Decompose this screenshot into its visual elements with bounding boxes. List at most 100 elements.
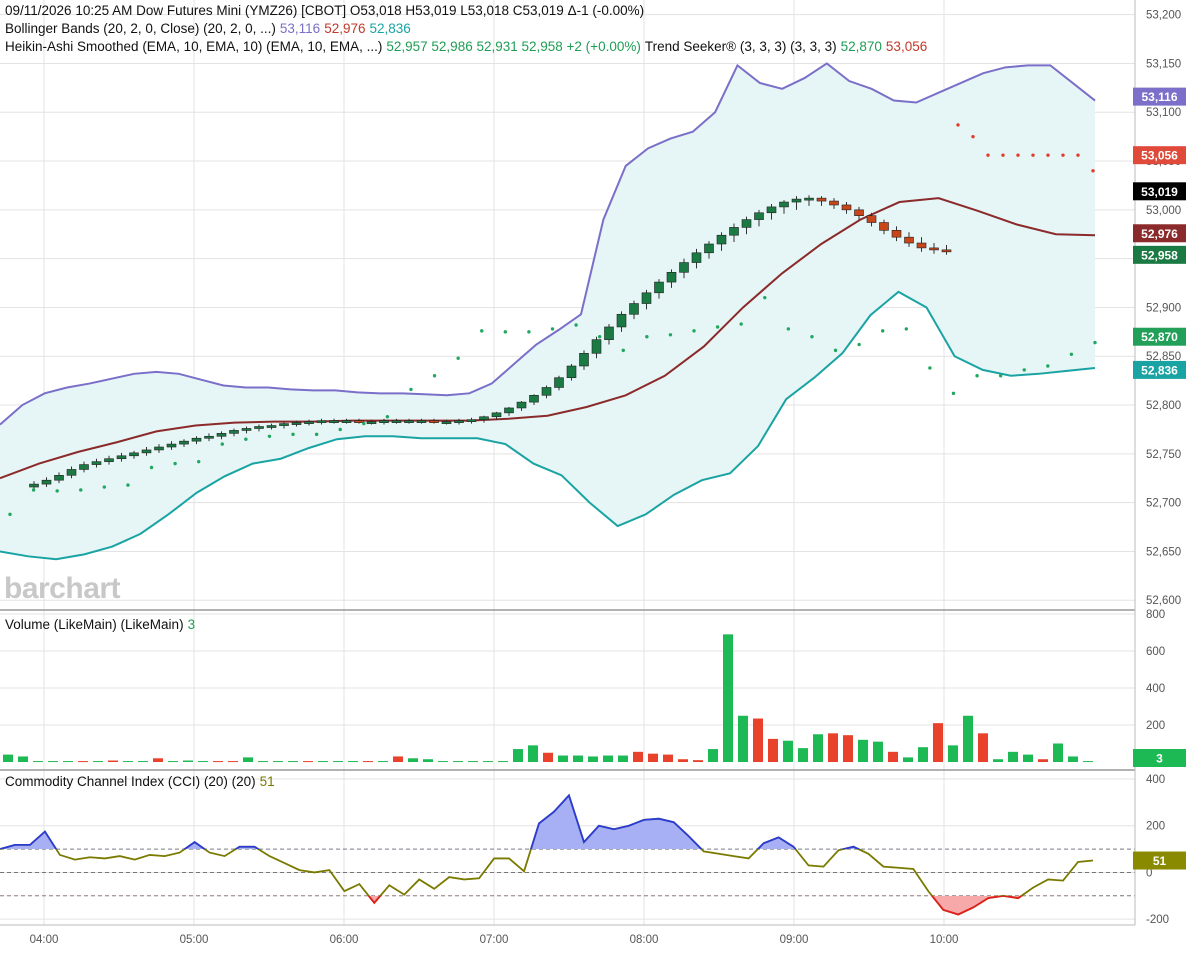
candle-body	[141, 449, 152, 454]
price-tick-label: 52,600	[1146, 595, 1181, 607]
trend-seeker-green-dot	[550, 327, 555, 331]
trend-seeker-green-dot	[409, 387, 413, 392]
candle-body	[354, 420, 364, 423]
trend-seeker-green-dot	[951, 391, 956, 396]
volume-bar	[198, 761, 208, 763]
volume-bar	[498, 761, 508, 763]
cci-tick-label: -200	[1146, 914, 1169, 926]
volume-bar	[618, 755, 628, 762]
ts-green-badge-text: 52,870	[1141, 330, 1178, 344]
trend-seeker-green-dot	[998, 374, 1003, 378]
volume-bar	[513, 749, 523, 762]
x-tick-label: 04:00	[30, 934, 59, 946]
bollinger-middle-line	[0, 197, 1096, 480]
volume-bar	[1023, 754, 1033, 762]
candle-body	[779, 201, 789, 208]
volume-bar	[963, 715, 973, 762]
trend-seeker-green-dot	[597, 335, 602, 339]
cci-oversold-fill	[0, 895, 1093, 915]
price-tick-label: 52,750	[1146, 449, 1181, 461]
x-tick-label: 10:00	[930, 934, 959, 946]
volume-bar	[18, 756, 28, 762]
volume-badge	[1133, 749, 1186, 767]
volume-bar	[273, 761, 283, 763]
volume-bar	[3, 754, 13, 762]
candle-body	[279, 423, 289, 426]
ts-green-value: 52,870	[840, 39, 882, 54]
candle-body	[466, 419, 477, 422]
candle-body	[429, 420, 439, 423]
volume-bar	[213, 761, 223, 763]
volume-bar	[333, 761, 343, 763]
cci-tick-label: 200	[1146, 821, 1165, 833]
trend-seeker-green-dot	[763, 295, 767, 300]
volume-bar	[648, 753, 658, 762]
bb-lower-value: 52,836	[369, 21, 411, 36]
trend-seeker-green-dot	[55, 489, 59, 493]
candle-body	[566, 365, 577, 379]
candle-body	[741, 219, 752, 228]
volume-bar	[303, 761, 313, 763]
candle-body	[441, 421, 452, 424]
candle-body	[291, 422, 302, 425]
volume-bar	[138, 761, 148, 763]
ts-red-badge	[1133, 146, 1186, 165]
volume-last-value: 3	[187, 617, 196, 632]
volume-bar	[603, 755, 613, 762]
ha-close-badge-text: 52,958	[1141, 248, 1178, 262]
volume-bar	[708, 749, 718, 762]
candle-body	[941, 249, 952, 253]
volume-bar	[858, 739, 868, 762]
cci-line-overbought	[0, 793, 861, 850]
trend-seeker-green-dot	[244, 437, 248, 441]
price-badges: 53,116 53,056 53,019 52,976 52,958 52,870 52,8…	[1133, 87, 1186, 870]
bb-mid-badge	[1133, 224, 1186, 243]
candle-body	[241, 428, 252, 431]
bollinger-lower-line	[0, 290, 1096, 561]
candle-body	[341, 420, 352, 423]
ha-close-badge	[1133, 245, 1186, 264]
trend-seeker-green-dot	[857, 342, 861, 347]
trend-seeker-red-dot	[971, 134, 975, 139]
x-tick-label: 09:00	[780, 934, 809, 946]
trend-seeker-green-dot	[220, 442, 224, 446]
candle-body	[879, 222, 889, 231]
cci-last-value: 51	[259, 774, 275, 789]
header-line-2: Bollinger Bands (20, 2, 0, Close) (20, 2…	[5, 20, 415, 38]
trend-seeker-green-dot	[291, 432, 295, 437]
volume-tick-label: 400	[1146, 683, 1165, 695]
trend-seeker-green-dot	[1093, 340, 1097, 345]
candle-body	[679, 262, 689, 273]
trend-seeker-green-dot	[1022, 368, 1026, 372]
cci-badge-text: 51	[1153, 854, 1167, 868]
trend-seeker-green-dot	[1046, 364, 1050, 368]
x-tick-label: 05:00	[180, 934, 209, 946]
bb-mid-value: 52,976	[324, 21, 366, 36]
cci-line-oversold	[367, 895, 1024, 916]
trend-seeker-red-dot	[1016, 153, 1020, 157]
volume-bar	[183, 760, 193, 762]
trend-seeker-green-dot	[126, 483, 130, 487]
bb-label: Bollinger Bands (20, 2, 0, Close) (20, 2…	[5, 21, 276, 36]
candle-body	[729, 227, 739, 236]
trend-seeker-green-dot	[362, 421, 366, 426]
bb-lower-badge-text: 52,836	[1141, 363, 1178, 377]
volume-bar	[168, 761, 178, 763]
price-tick-label: 53,200	[1146, 10, 1181, 22]
candle-body	[391, 420, 402, 423]
price-tick-label: 52,900	[1146, 302, 1181, 314]
candle-body	[454, 420, 464, 423]
trend-seeker-dots	[8, 123, 1097, 517]
volume-tick-label: 600	[1146, 646, 1165, 658]
candle-body	[479, 416, 489, 420]
candle-body	[529, 394, 539, 403]
candle-body	[641, 292, 652, 304]
candle-body	[841, 204, 852, 211]
trend-seeker-green-dot	[432, 374, 437, 378]
candle-body	[366, 421, 377, 424]
trend-seeker-green-dot	[786, 327, 791, 331]
candle-body	[816, 197, 827, 202]
trend-seeker-red-dot	[986, 153, 990, 157]
cci-title: Commodity Channel Index (CCI) (20) (20) 5…	[5, 774, 275, 789]
trend-seeker-green-dot	[904, 327, 909, 331]
